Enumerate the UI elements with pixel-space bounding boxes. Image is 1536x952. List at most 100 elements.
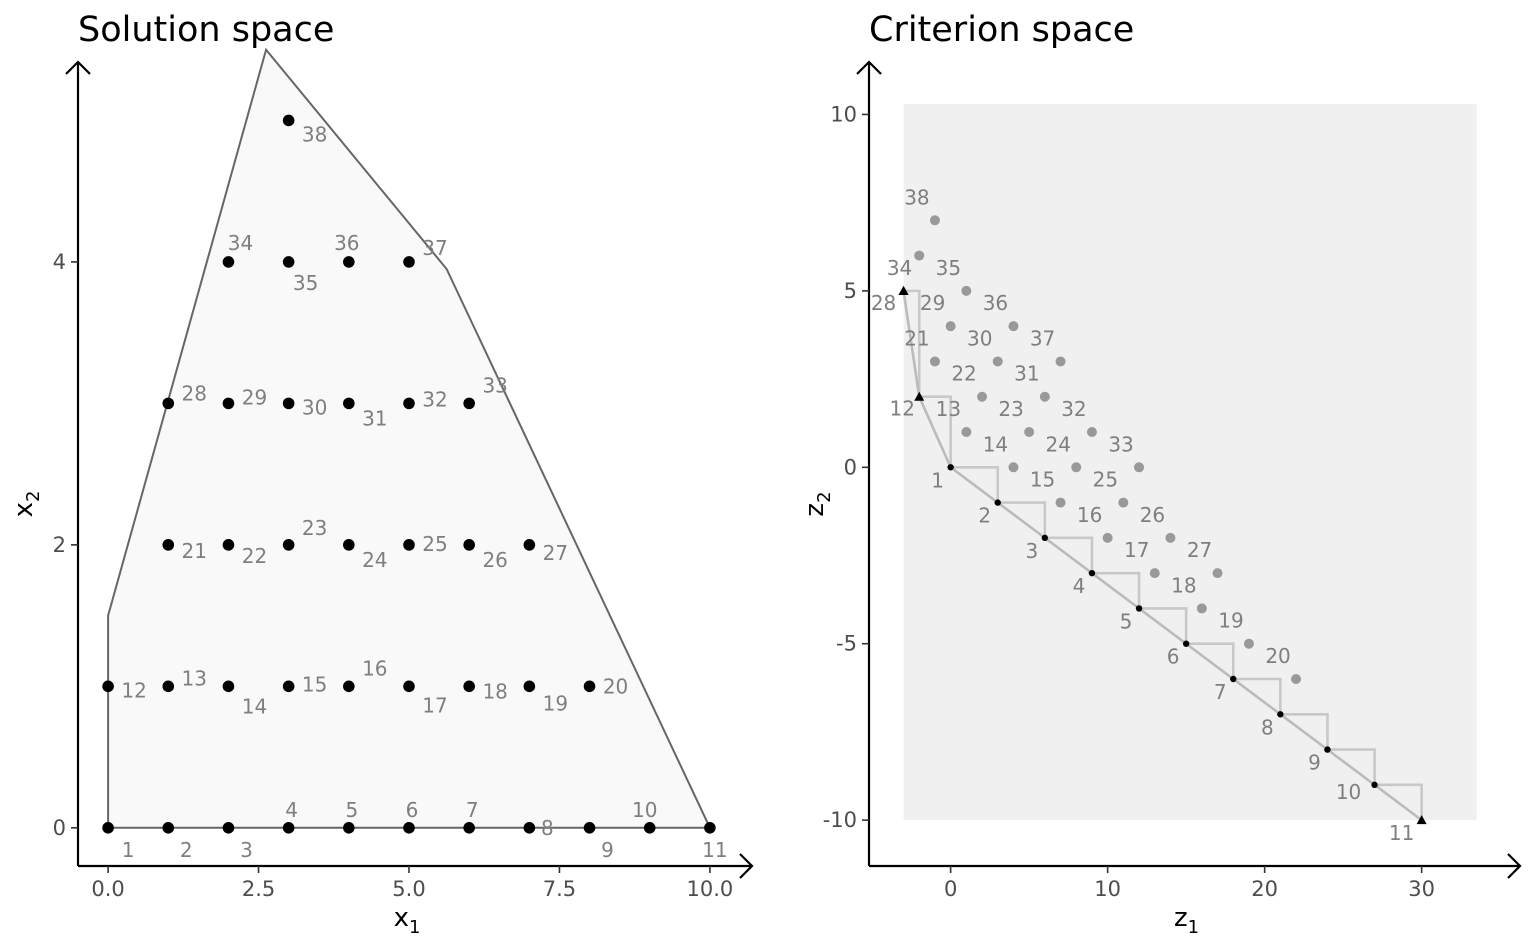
solution-point-label: 34 — [228, 231, 253, 255]
criterion-point-label: 1 — [931, 468, 944, 492]
criterion-point-label: 37 — [1030, 326, 1055, 350]
solution-point-label: 4 — [285, 798, 298, 822]
dominated-point — [1212, 568, 1223, 579]
extreme-point-marker — [898, 285, 909, 295]
criterion-point-label: 22 — [951, 362, 976, 386]
nondominated-point — [1230, 675, 1237, 683]
dominated-point — [1071, 462, 1082, 473]
criterion-point-label: 4 — [1073, 574, 1086, 598]
dominated-point — [1291, 673, 1302, 684]
solution-point — [583, 680, 596, 693]
nondominated-point — [1041, 534, 1049, 542]
solution-point — [463, 680, 475, 693]
criterion-point-label: 18 — [1171, 573, 1196, 597]
solution-point-label: 27 — [543, 541, 568, 565]
solution-point-label: 3 — [240, 838, 253, 862]
dominated-point — [1149, 568, 1160, 579]
solution-point-label: 17 — [422, 693, 447, 717]
solution-point-label: 19 — [543, 691, 568, 715]
solution-point-label: 22 — [242, 544, 267, 568]
solution-point — [403, 822, 415, 834]
solution-point — [343, 680, 355, 693]
solution-point — [403, 397, 415, 410]
criterion-point-label: 6 — [1167, 645, 1180, 669]
dominated-point — [961, 285, 972, 296]
solution-point-label: 35 — [293, 271, 318, 295]
solution-point-label: 26 — [482, 548, 507, 572]
dominated-point — [914, 250, 925, 261]
criterion-point-label: 38 — [904, 185, 929, 209]
criterion-point-label: 17 — [1124, 538, 1149, 562]
dominated-point — [929, 356, 940, 367]
solution-point-label: 8 — [541, 816, 554, 840]
nondominated-point — [994, 499, 1001, 506]
solution-point-label: 1 — [122, 838, 135, 862]
criterion-point-label: 24 — [1046, 432, 1071, 456]
solution-point — [523, 539, 536, 551]
solution-point — [583, 822, 596, 834]
feasible-region-polygon — [107, 47, 712, 829]
solution-point — [162, 822, 175, 834]
dominated-point — [992, 356, 1003, 367]
criterion-point-label: 23 — [998, 397, 1023, 421]
solution-point-label: 37 — [422, 236, 447, 260]
criterion-point-label: 16 — [1077, 503, 1102, 527]
dominated-point — [1134, 462, 1145, 473]
solution-point — [403, 256, 415, 268]
solution-point-label: 9 — [601, 838, 614, 862]
nondominated-point — [1371, 781, 1378, 789]
criterion-x-tick-label: 30 — [1408, 877, 1435, 901]
solution-point — [343, 256, 355, 268]
solution-y-axis-label: x2 — [9, 491, 44, 518]
solution-point-label: 28 — [182, 381, 207, 405]
dominated-region-layer — [903, 103, 1477, 821]
criterion-y-tick-label: 10 — [830, 102, 857, 126]
solution-point — [222, 539, 235, 551]
criterion-y-tick-label: 0 — [844, 455, 857, 479]
solution-y-tick-label: 4 — [53, 250, 66, 274]
dominated-point — [1102, 532, 1113, 543]
solution-point-label: 25 — [422, 532, 447, 556]
solution-point-label: 13 — [182, 666, 207, 690]
criterion-point-label: 3 — [1025, 539, 1038, 563]
solution-point-label: 10 — [632, 798, 657, 822]
criterion-point-label: 35 — [936, 256, 961, 280]
nondominated-point — [1182, 640, 1190, 647]
solution-point-label: 20 — [603, 674, 628, 698]
solution-point — [463, 539, 475, 551]
solution-point-label: 14 — [242, 694, 267, 718]
solution-point-label: 31 — [362, 406, 387, 430]
criterion-point-label: 25 — [1093, 468, 1118, 492]
solution-point-label: 6 — [406, 798, 419, 822]
solution-point — [282, 256, 295, 268]
solution-point-label: 32 — [422, 387, 447, 411]
dominated-region-rect — [903, 103, 1477, 821]
solution-point — [704, 822, 716, 834]
solution-point-label: 12 — [121, 678, 146, 702]
dominated-point — [1039, 391, 1050, 402]
criterion-axes: 0 10 20 30 -10 -5 0 5 10 z1 z2 — [800, 60, 1522, 938]
criterion-y-arrow — [856, 60, 882, 75]
dominated-point — [961, 427, 972, 438]
dominated-point — [929, 215, 940, 226]
criterion-point-label: 7 — [1214, 680, 1227, 704]
criterion-point-label: 10 — [1336, 780, 1361, 804]
dominated-point — [1024, 427, 1035, 438]
solution-point — [102, 680, 114, 693]
dominated-point — [1086, 427, 1097, 438]
solution-point — [343, 539, 355, 551]
nondominated-point — [1324, 746, 1331, 753]
solution-x-tick-label: 5.0 — [392, 877, 425, 901]
solution-point-label: 24 — [362, 548, 387, 572]
criterion-point-label: 30 — [967, 326, 992, 350]
nondominated-point — [1277, 711, 1284, 718]
criterion-y-axis-label: z2 — [800, 491, 835, 516]
dominated-point — [977, 391, 988, 402]
solution-point — [643, 822, 656, 834]
criterion-y-tick-label: -10 — [823, 808, 857, 832]
criterion-point-label: 8 — [1261, 715, 1274, 739]
criterion-x-tick-label: 0 — [944, 877, 957, 901]
solution-point-label: 38 — [302, 122, 327, 146]
